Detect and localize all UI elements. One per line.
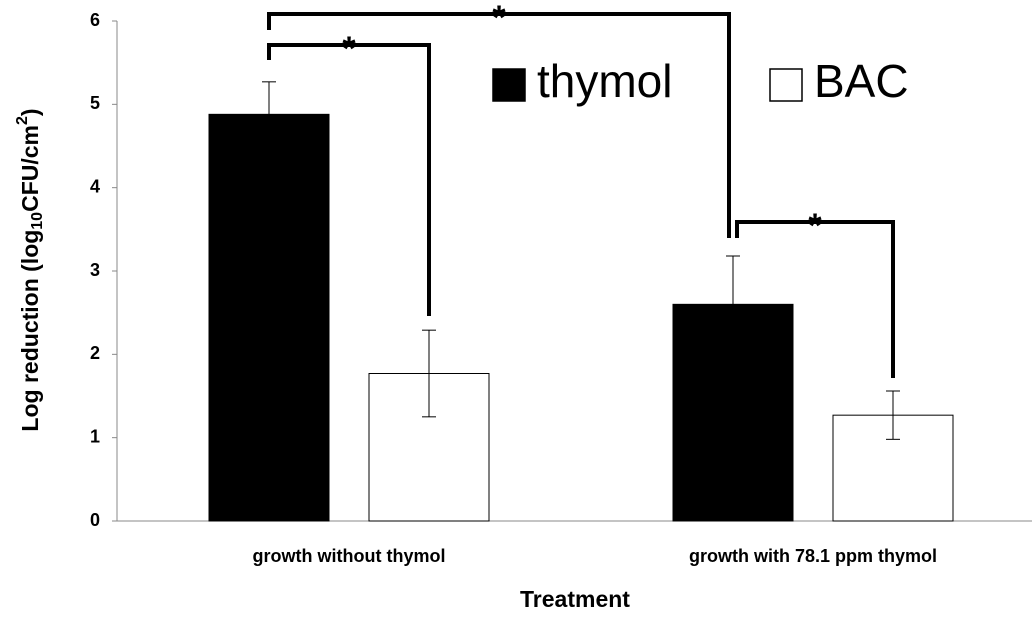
y-tick-label: 5 xyxy=(90,93,100,113)
significance-star: * xyxy=(808,207,822,245)
x-tick-label: growth with 78.1 ppm thymol xyxy=(689,546,937,566)
y-tick-label: 6 xyxy=(90,10,100,30)
y-tick-label: 2 xyxy=(90,343,100,363)
significance-star: * xyxy=(342,30,356,68)
y-axis-title: Log reduction (log10CFU/cm2) xyxy=(14,108,46,431)
significance-bracket xyxy=(267,12,731,238)
y-title-part: ) xyxy=(17,108,43,116)
y-title-part: CFU/cm xyxy=(17,125,43,212)
y-title-part: Log reduction (log xyxy=(17,230,43,432)
y-tick-label: 4 xyxy=(90,176,100,196)
x-axis-title: Treatment xyxy=(520,586,630,612)
significance-star: * xyxy=(492,0,506,37)
legend-swatch xyxy=(769,68,803,102)
legend-label: BAC xyxy=(814,55,909,107)
y-title-sub: 10 xyxy=(29,212,46,230)
significance-bracket xyxy=(267,43,431,316)
x-tick-label: growth without thymol xyxy=(253,546,446,566)
legend-label: thymol xyxy=(537,55,672,107)
significance-bracket xyxy=(735,220,895,378)
bar xyxy=(208,113,330,522)
legend-swatch xyxy=(492,68,526,102)
y-tick-label: 1 xyxy=(90,426,100,446)
y-title-sup: 2 xyxy=(14,116,31,125)
y-tick-label: 3 xyxy=(90,260,100,280)
y-tick-label: 0 xyxy=(90,510,100,530)
